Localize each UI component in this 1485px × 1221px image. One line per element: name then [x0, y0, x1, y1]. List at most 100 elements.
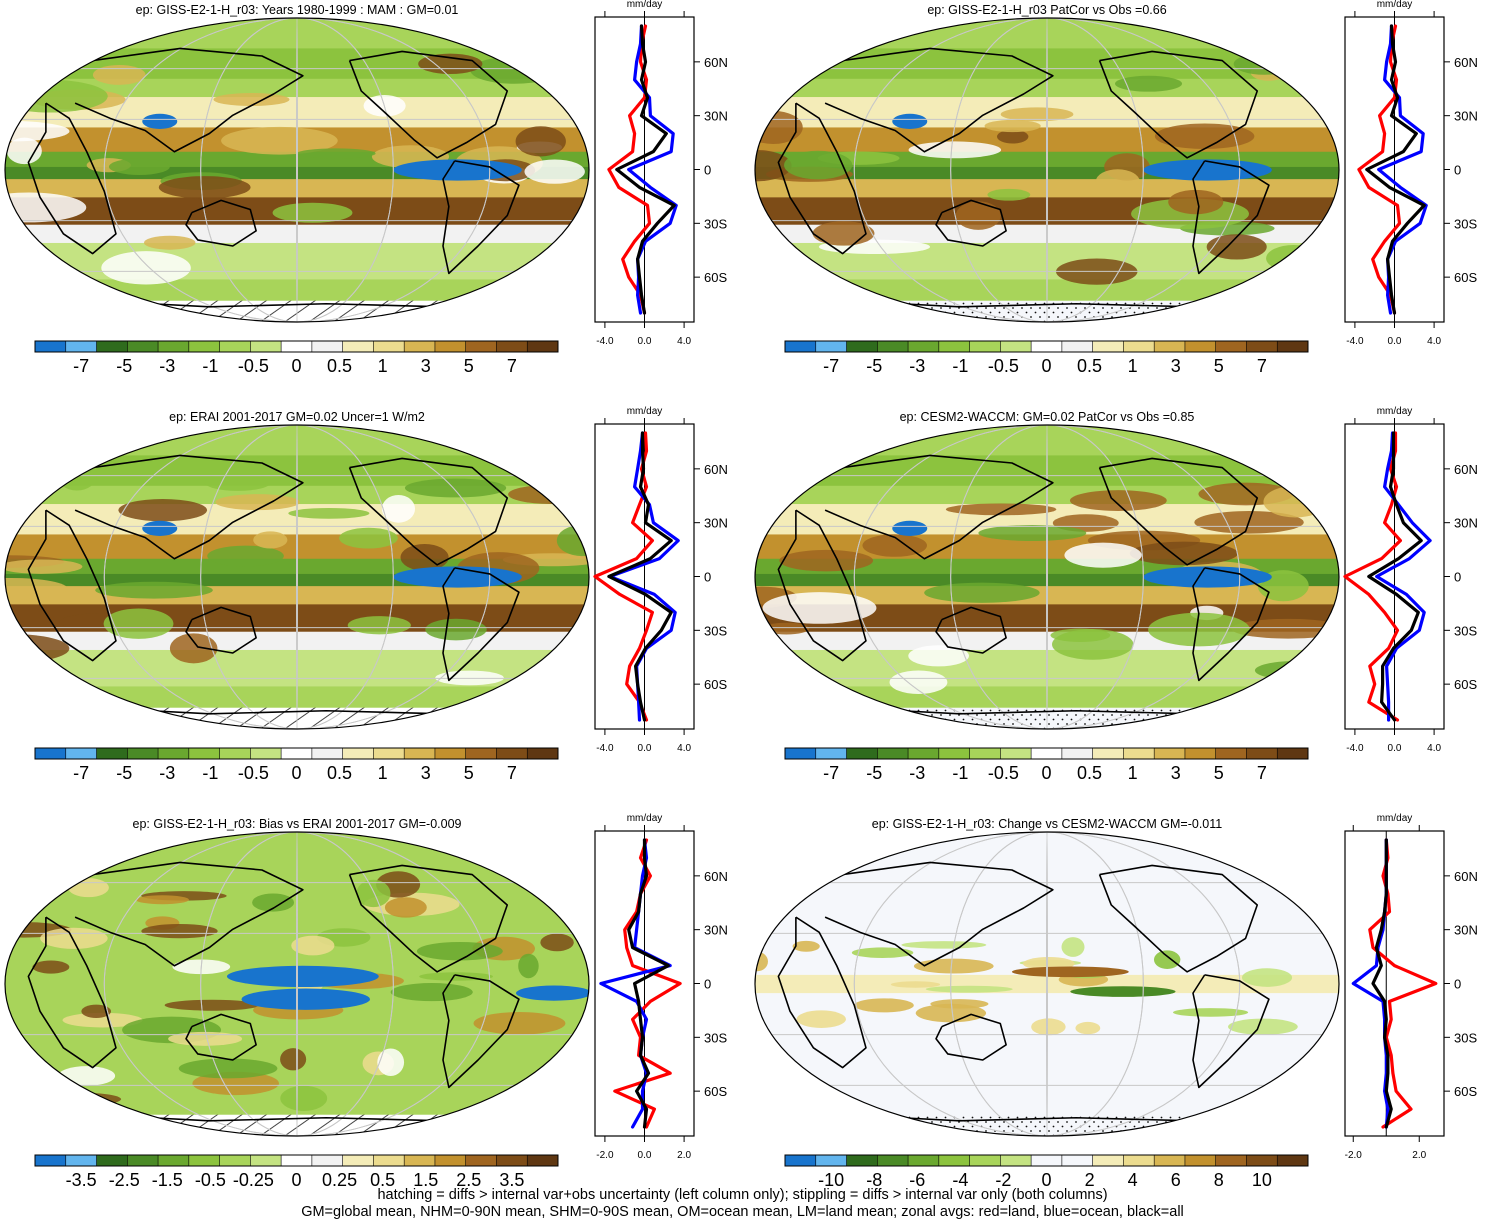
colorbar-tick-label: 0.5 — [327, 763, 352, 783]
colorbar-swatch — [342, 341, 374, 352]
colorbar-swatch — [35, 748, 67, 759]
colorbar-swatch — [434, 748, 467, 759]
map-anomaly-patch — [416, 941, 503, 961]
colorbar-swatch — [1215, 1155, 1247, 1166]
colorbar-swatch — [434, 341, 467, 352]
colorbar-swatch — [1061, 748, 1093, 759]
zonal-x-tick-label: -4.0 — [596, 743, 614, 754]
north-america-outline — [348, 457, 509, 566]
map-anomaly-patch — [1064, 542, 1142, 568]
map-anomaly-patch — [32, 960, 70, 974]
meridian-line — [950, 425, 1144, 729]
meridian-line — [853, 832, 1241, 1136]
zonal-lat-label: 30S — [1454, 1030, 1477, 1045]
colorbar-swatch — [1123, 1155, 1155, 1166]
zonal-lat-label: 60N — [704, 55, 728, 70]
colorbar-tick-label: 7 — [507, 763, 517, 783]
colorbar-tick-label: -3 — [909, 763, 925, 783]
colorbar-frame — [34, 340, 559, 353]
zonal-series-all — [615, 24, 676, 315]
colorbar-tick-label: 0 — [1041, 1170, 1051, 1190]
zonal-lat-label: 30N — [704, 516, 728, 531]
map-anomaly-patch — [1115, 75, 1183, 92]
colorbar-swatch — [404, 1155, 436, 1166]
meridian-line — [296, 425, 298, 729]
colorbar-tick-label: -1 — [202, 763, 218, 783]
map-field — [755, 425, 1339, 729]
zonal-x-tick-label: 4.0 — [677, 336, 691, 347]
colorbar-tick-label: -1 — [952, 356, 968, 376]
colorbar-tick-label: -3 — [909, 356, 925, 376]
colorbar-tick-label: -5 — [116, 763, 132, 783]
meridian-line — [103, 18, 491, 322]
colorbar-swatch — [311, 1155, 343, 1166]
meridian-line — [950, 832, 1144, 1136]
north-america-outline — [1098, 864, 1259, 973]
map-anomaly-patch — [1266, 245, 1322, 272]
colorbar-swatch — [311, 341, 343, 352]
zonal-lat-label: 60N — [704, 462, 728, 477]
colorbar-frame — [784, 340, 1309, 353]
colorbar-swatch — [908, 341, 940, 352]
zonal-lat-label: 0 — [704, 163, 711, 178]
south-america-outline — [442, 974, 520, 1089]
colorbar-tick-label: 1 — [378, 763, 388, 783]
map-anomaly-patch — [1129, 541, 1238, 566]
zonal-lat-label: 60N — [1454, 869, 1478, 884]
meridian-line — [950, 18, 1144, 322]
colorbar-tick-label: 7 — [507, 356, 517, 376]
colorbar-swatch — [1031, 341, 1063, 352]
panel-title: ep: GISS-E2-1-H_r03: Change vs CESM2-WAC… — [872, 817, 1223, 831]
map-anomaly-patch — [1052, 629, 1134, 660]
colorbar-swatch — [846, 1155, 878, 1166]
colorbar-swatch — [1154, 748, 1186, 759]
colorbar-swatch — [815, 1155, 847, 1166]
colorbar-swatch — [846, 341, 878, 352]
panel-title: ep: GISS-E2-1-H_r03 PatCor vs Obs =0.66 — [927, 3, 1166, 17]
colorbar-tick-label: -8 — [866, 1170, 882, 1190]
zonal-units-label: mm/day — [1377, 406, 1413, 417]
colorbar-tick-label: 3 — [1171, 763, 1181, 783]
map-anomaly-patch — [404, 478, 507, 498]
map-wet-patch — [892, 520, 928, 536]
colorbar: -3.5 -2.5 -1.5 -0.5 -0.25 0 0.25 0.5 1.5 2.5 3.5 — [34, 1154, 559, 1190]
zonal-mean-plot: -2.0 0.0 2.0 mm/day 60N 30N 0 30S 60S — [594, 813, 728, 1161]
colorbar-swatch — [219, 341, 251, 352]
map-anomaly-patch — [755, 73, 797, 87]
map-anomaly-patch — [1075, 1021, 1101, 1035]
coastlines — [27, 861, 525, 1122]
colorbar-swatch — [35, 1155, 67, 1166]
colorbar-tick-label: -10 — [818, 1170, 844, 1190]
map-anomaly-patch — [356, 879, 391, 908]
colorbar-swatch — [1154, 1155, 1186, 1166]
map-anomaly-patch — [296, 148, 376, 159]
eurasia-outline — [39, 47, 304, 153]
colorbar-tick-label: 0.5 — [1077, 763, 1102, 783]
map-anomaly-patch — [1095, 169, 1140, 194]
zonal-lat-label: 0 — [1454, 977, 1461, 992]
zonal-lat-label: 30S — [1454, 623, 1477, 638]
zonal-lat-label: 0 — [1454, 570, 1461, 585]
map-anomaly-patch — [215, 494, 300, 511]
zonal-x-tick-label: 2.0 — [677, 1150, 691, 1161]
colorbar-swatch — [1092, 341, 1124, 352]
graticule — [755, 832, 1339, 1136]
colorbar-swatch — [373, 1155, 405, 1166]
zonal-units-label: mm/day — [627, 0, 663, 10]
map-anomaly-patch — [997, 129, 1029, 144]
colorbar-swatch — [219, 748, 251, 759]
zonal-lat-label: 30N — [1454, 516, 1478, 531]
colorbar-tick-label: -3 — [159, 356, 175, 376]
colorbar-swatch — [250, 341, 282, 352]
map-anomaly-patch — [6, 137, 42, 165]
map-anomaly-patch — [925, 985, 1013, 993]
map-anomaly-patch — [908, 141, 1002, 159]
zonal-series-all — [1365, 24, 1426, 315]
zonal-x-tick-label: -4.0 — [1346, 336, 1364, 347]
colorbar-swatch — [938, 341, 970, 352]
australia-outline — [185, 1013, 257, 1061]
colorbar-tick-label: 0 — [291, 356, 301, 376]
map-anomaly-patch — [288, 507, 370, 519]
zonal-mean-plot: -4.0 0.0 4.0 mm/day 60N 30N 0 30S 60S — [1343, 406, 1478, 754]
map-anomaly-patch — [890, 981, 941, 988]
